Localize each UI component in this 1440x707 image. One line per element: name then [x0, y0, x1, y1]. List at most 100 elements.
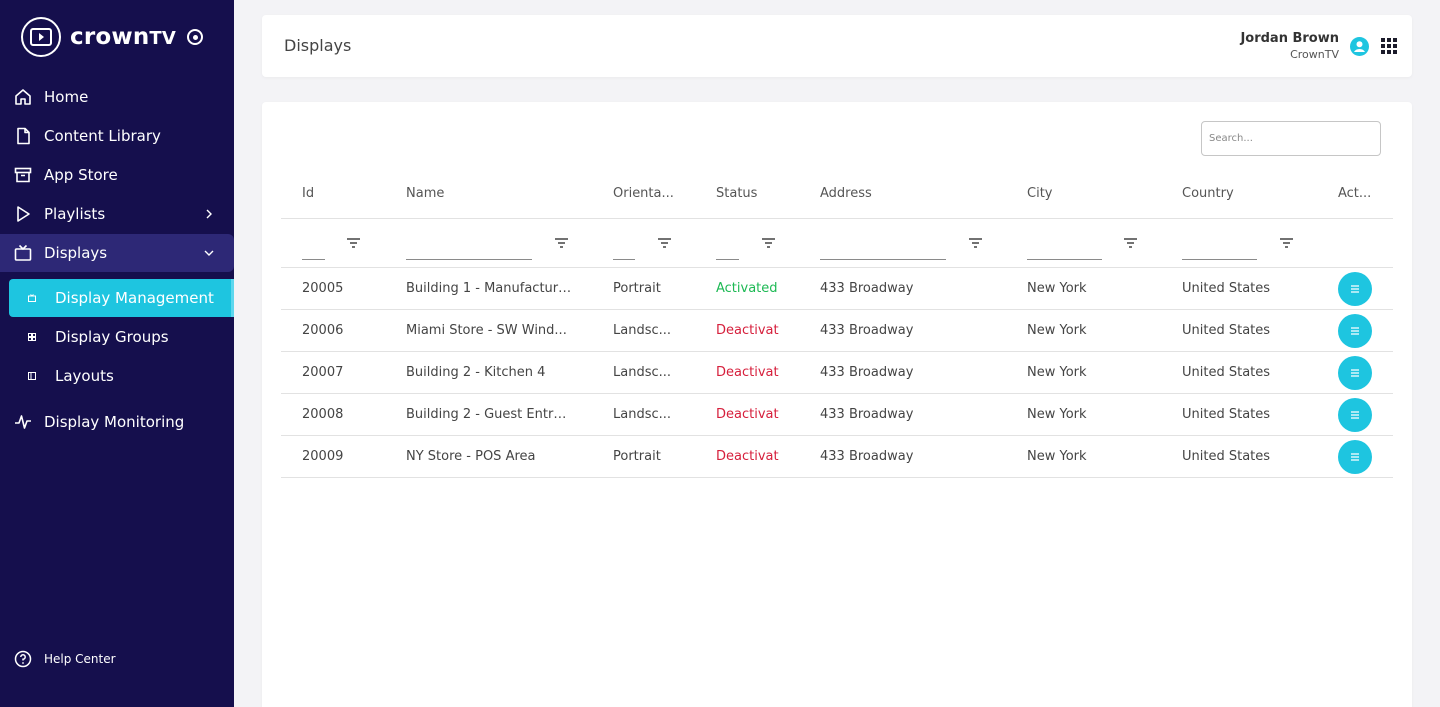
sidebar-item-label: Playlists: [44, 205, 106, 223]
archive-icon: [14, 167, 32, 183]
cell-id: 20007: [302, 365, 344, 380]
column-header-status[interactable]: Status: [716, 186, 758, 201]
filter-input-status[interactable]: [716, 259, 739, 260]
menu-icon: [1351, 453, 1359, 461]
cell-city: New York: [1027, 449, 1087, 464]
brand-logo[interactable]: crownTV: [21, 17, 204, 57]
filter-input-name[interactable]: [406, 259, 532, 260]
table-row[interactable]: 20006 Miami Store - SW Wind... Landsc... De…: [281, 310, 1393, 352]
filter-icon[interactable]: [555, 238, 568, 248]
sidebar-subitem-layouts[interactable]: Layouts: [9, 357, 234, 395]
activity-icon: [15, 415, 31, 429]
column-header-country[interactable]: Country: [1182, 186, 1234, 201]
sidebar-item-label: Displays: [44, 244, 108, 262]
sidebar-item-display-monitoring[interactable]: Display Monitoring: [0, 403, 234, 441]
cell-address: 433 Broadway: [820, 449, 914, 464]
filter-input-city[interactable]: [1027, 259, 1102, 260]
sidebar-subitem-display-groups[interactable]: Display Groups: [9, 318, 234, 356]
menu-icon: [1351, 369, 1359, 377]
cell-country: United States: [1182, 323, 1271, 338]
home-icon: [15, 89, 31, 105]
page-title: Displays: [284, 36, 352, 55]
cell-name: NY Store - POS Area: [406, 449, 536, 464]
cell-country: United States: [1182, 365, 1271, 380]
cell-id: 20005: [302, 281, 344, 296]
sidebar-item-content-library[interactable]: Content Library: [0, 117, 234, 155]
displays-table: Id Name Orienta... Status Address City C…: [281, 168, 1393, 478]
cell-orientation: Portrait: [613, 449, 661, 464]
column-header-actions[interactable]: Act...: [1338, 186, 1372, 201]
column-header-id[interactable]: Id: [302, 186, 315, 201]
user-name: Jordan Brown: [1240, 31, 1339, 46]
cell-orientation: Landsc...: [613, 323, 672, 338]
sidebar-item-label: Home: [44, 88, 89, 106]
logo-play-icon: [21, 17, 61, 57]
filter-input-country[interactable]: [1182, 259, 1257, 260]
sidebar-subitem-label: Layouts: [55, 367, 114, 385]
cell-status: Deactivat: [716, 365, 779, 380]
display-icon: [28, 294, 36, 302]
cell-name: Building 1 - Manufacturi...: [406, 281, 572, 296]
filter-icon[interactable]: [658, 238, 671, 248]
table-row[interactable]: 20008 Building 2 - Guest Entra... Landsc..…: [281, 394, 1393, 436]
cell-status: Deactivat: [716, 449, 779, 464]
sidebar: crownTV Home Content Library App Store P…: [0, 0, 234, 707]
column-header-city[interactable]: City: [1027, 186, 1053, 201]
sidebar-item-playlists[interactable]: Playlists: [0, 195, 234, 233]
column-header-address[interactable]: Address: [820, 186, 872, 201]
cell-country: United States: [1182, 281, 1271, 296]
table-header: Id Name Orienta... Status Address City C…: [281, 168, 1393, 219]
filter-icon[interactable]: [347, 238, 360, 248]
filter-input-id[interactable]: [302, 259, 325, 260]
filter-icon[interactable]: [762, 238, 775, 248]
filter-row: [281, 219, 1393, 268]
column-header-orientation[interactable]: Orienta...: [613, 186, 674, 201]
cell-country: United States: [1182, 407, 1271, 422]
user-avatar-icon[interactable]: [1350, 37, 1369, 56]
row-actions-button[interactable]: [1338, 398, 1372, 432]
sidebar-subitem-label: Display Management: [55, 289, 214, 307]
sidebar-item-home[interactable]: Home: [0, 78, 234, 116]
search-input[interactable]: [1201, 121, 1381, 156]
sidebar-item-label: Content Library: [44, 127, 161, 145]
row-actions-button[interactable]: [1338, 440, 1372, 474]
column-header-name[interactable]: Name: [406, 186, 445, 201]
apps-grid-icon[interactable]: [1381, 38, 1397, 54]
cell-city: New York: [1027, 281, 1087, 296]
sidebar-subitem-display-management[interactable]: Display Management: [9, 279, 234, 317]
filter-input-orientation[interactable]: [613, 259, 635, 260]
row-actions-button[interactable]: [1338, 272, 1372, 306]
table-row[interactable]: 20005 Building 1 - Manufacturi... Portrait…: [281, 268, 1393, 310]
filter-icon[interactable]: [969, 238, 982, 248]
cell-country: United States: [1182, 449, 1271, 464]
cell-status: Deactivat: [716, 323, 779, 338]
sidebar-item-app-store[interactable]: App Store: [0, 156, 234, 194]
cell-status: Activated: [716, 281, 778, 296]
menu-icon: [1351, 327, 1359, 335]
filter-icon[interactable]: [1124, 238, 1137, 248]
grid-icon: [28, 333, 36, 341]
filter-icon[interactable]: [1280, 238, 1293, 248]
table-row[interactable]: 20009 NY Store - POS Area Portrait Deactiva…: [281, 436, 1393, 478]
table-row[interactable]: 20007 Building 2 - Kitchen 4 Landsc... Deac…: [281, 352, 1393, 394]
sidebar-subitem-label: Display Groups: [55, 328, 169, 346]
cell-city: New York: [1027, 323, 1087, 338]
menu-icon: [1351, 285, 1359, 293]
brand-name: crownTV: [70, 24, 177, 50]
cell-city: New York: [1027, 365, 1087, 380]
user-info[interactable]: Jordan Brown CrownTV: [1240, 31, 1339, 61]
cell-address: 433 Broadway: [820, 323, 914, 338]
menu-icon: [1351, 411, 1359, 419]
filter-input-address[interactable]: [820, 259, 946, 260]
cell-city: New York: [1027, 407, 1087, 422]
help-center-label: Help Center: [44, 652, 116, 666]
row-actions-button[interactable]: [1338, 314, 1372, 348]
page-header: Displays Jordan Brown CrownTV: [262, 15, 1412, 77]
cell-orientation: Landsc...: [613, 365, 672, 380]
cell-name: Building 2 - Kitchen 4: [406, 365, 546, 380]
sidebar-item-displays[interactable]: Displays: [0, 234, 234, 272]
help-center-link[interactable]: Help Center: [0, 646, 234, 672]
row-actions-button[interactable]: [1338, 356, 1372, 390]
displays-table-card: Id Name Orienta... Status Address City C…: [262, 102, 1412, 707]
cell-status: Deactivat: [716, 407, 779, 422]
